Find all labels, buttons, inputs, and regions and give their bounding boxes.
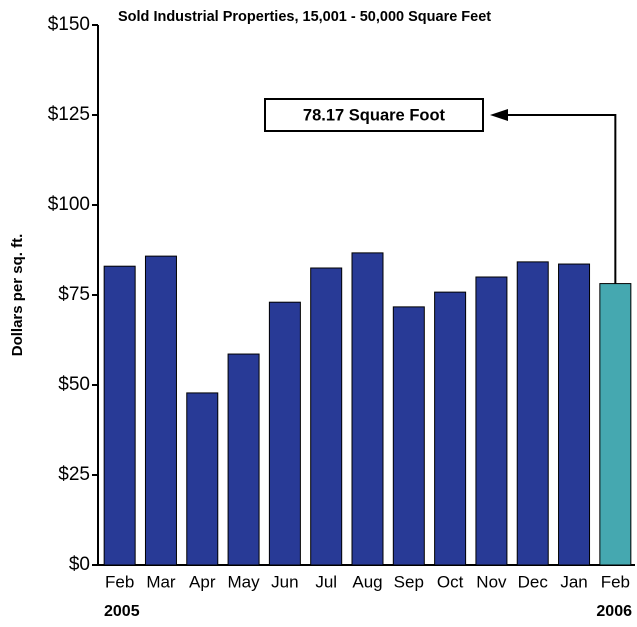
chart-title: Sold Industrial Properties, 15,001 - 50,… — [118, 9, 491, 25]
x-tick-label: Dec — [518, 572, 549, 591]
bar — [558, 263, 591, 566]
annotation-box — [264, 98, 484, 132]
bar — [310, 267, 343, 566]
bar — [144, 255, 177, 566]
annotation-arrow — [500, 114, 617, 284]
bar — [475, 276, 508, 566]
y-tick-label: $75 — [58, 284, 90, 305]
x-tick-label: Oct — [437, 572, 464, 591]
x-tick-label: Feb — [601, 572, 630, 591]
bar — [103, 265, 136, 566]
x-tick-label: May — [228, 572, 261, 591]
bar — [351, 252, 384, 566]
arrowhead — [490, 109, 508, 121]
x-tick-label: Aug — [352, 572, 382, 591]
y-axis-label: Dollars per sq. ft. — [9, 234, 26, 357]
bar — [516, 261, 549, 566]
bar — [392, 306, 425, 566]
annotation: 78.17 Square Foot — [303, 106, 446, 124]
y-tick-label: $125 — [48, 104, 90, 125]
x-tick-label: Apr — [189, 572, 216, 591]
x-tick-label: Nov — [476, 572, 507, 591]
x-tick-label: Jun — [271, 572, 298, 591]
y-tick-label: $100 — [48, 194, 90, 215]
x-tick-label: Jul — [315, 572, 337, 591]
x-tick-label: Jan — [560, 572, 587, 591]
year-label: 2005 — [104, 603, 140, 620]
y-tick-label: $150 — [48, 14, 90, 35]
y-tick-label: $50 — [58, 374, 90, 395]
x-tick-label: Sep — [394, 572, 424, 591]
bar — [186, 392, 219, 566]
y-tick-label: $25 — [58, 464, 90, 485]
y-tick-label: $0 — [69, 554, 90, 575]
bar — [227, 353, 260, 566]
bar — [599, 283, 632, 566]
x-tick-label: Feb — [105, 572, 134, 591]
year-label: 2006 — [596, 603, 632, 620]
bar — [268, 301, 301, 566]
bar — [434, 291, 467, 566]
x-tick-label: Mar — [146, 572, 176, 591]
